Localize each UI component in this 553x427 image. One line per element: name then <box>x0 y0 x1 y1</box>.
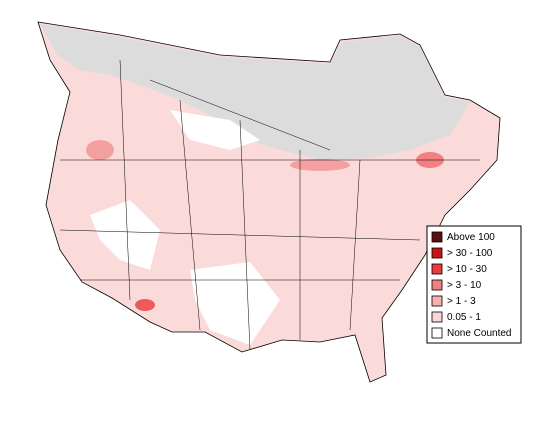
legend-label: 0.05 - 1 <box>447 312 481 323</box>
border-lines <box>59 59 480 351</box>
legend-swatch <box>431 247 443 259</box>
legend-swatch <box>431 231 443 243</box>
legend-box <box>426 225 522 344</box>
legend-swatch <box>431 279 443 291</box>
land <box>37 21 501 383</box>
legend-swatch <box>431 295 443 307</box>
legend: Above 100 > 30 - 100 > 10 - 30 > 3 - 10 > 1 … <box>426 225 522 344</box>
legend-label: None Counted <box>447 328 512 339</box>
legend-label: > 10 - 30 <box>447 264 487 275</box>
legend-swatch <box>431 311 443 323</box>
legend-label: > 3 - 10 <box>447 280 482 291</box>
high-patch <box>135 299 155 311</box>
high-patch <box>86 140 114 160</box>
legend-label: > 30 - 100 <box>447 248 493 259</box>
legend-swatch <box>431 327 443 339</box>
no-data-north <box>40 24 470 160</box>
legend-label: > 1 - 3 <box>447 296 476 307</box>
high-patch <box>290 159 350 171</box>
none-counted-north <box>170 110 260 150</box>
legend-swatch <box>431 263 443 275</box>
none-counted-south <box>190 262 280 345</box>
none-counted-west <box>90 200 160 270</box>
legend-label: Above 100 <box>447 232 495 243</box>
